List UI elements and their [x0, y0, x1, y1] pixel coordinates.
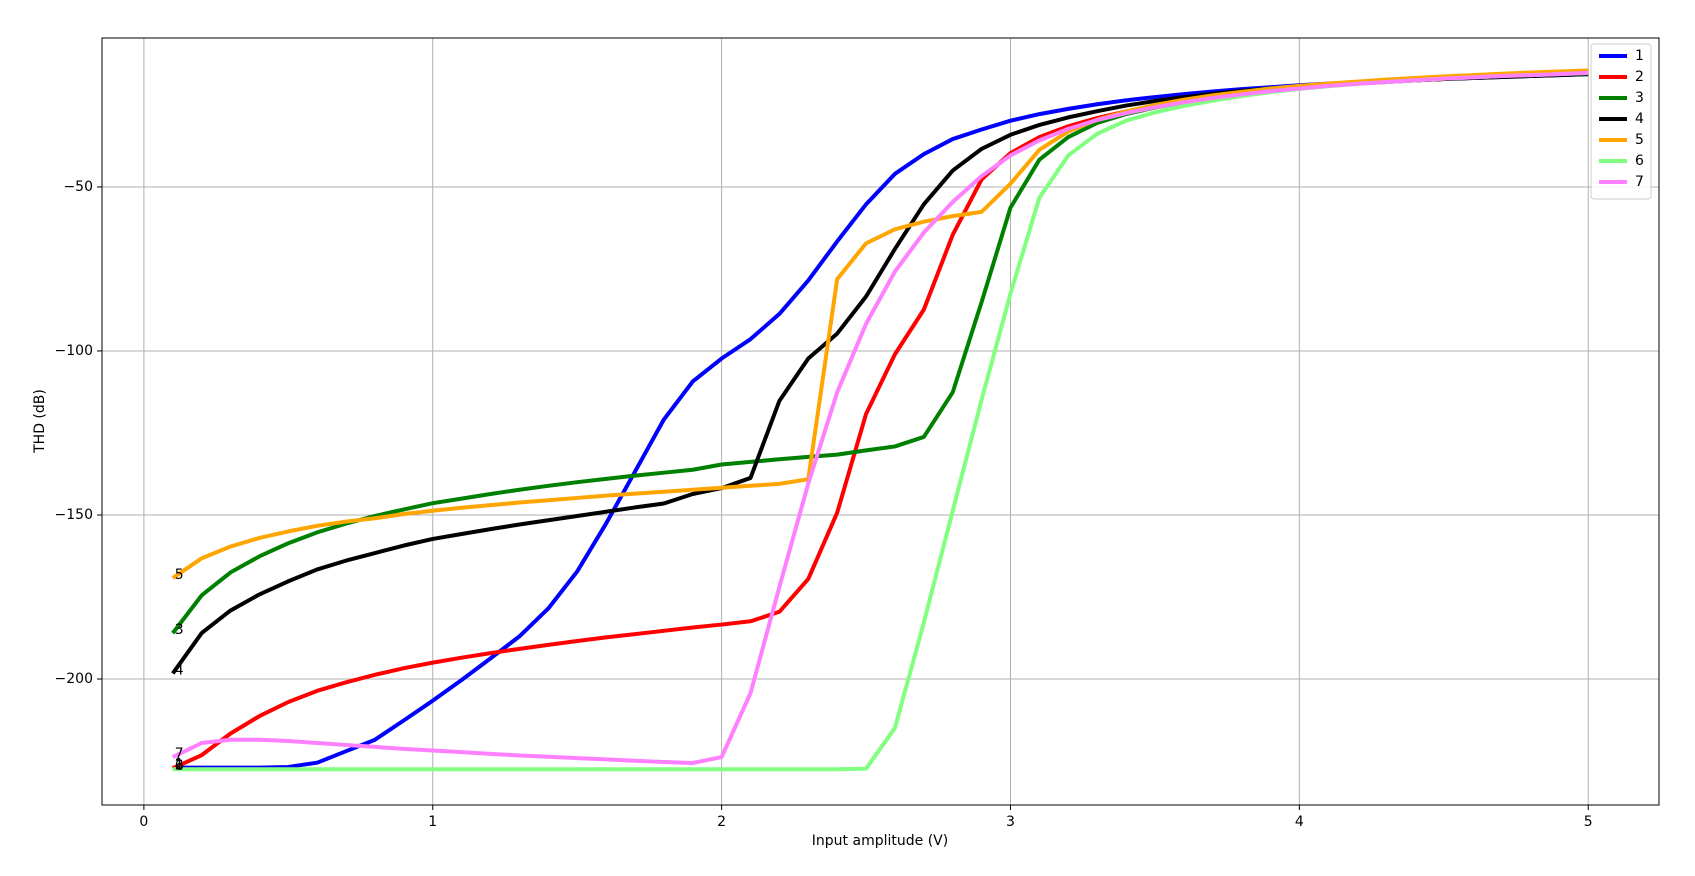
x-tick-label: 5: [1584, 814, 1593, 830]
annotation: 6: [175, 758, 184, 774]
legend-label: 7: [1635, 174, 1644, 190]
series-line: [172, 71, 1589, 772]
legend-label: 4: [1635, 111, 1644, 127]
series-line: [171, 68, 1589, 580]
y-tick-label: −50: [63, 179, 93, 195]
y-tick-label: −150: [55, 507, 93, 523]
legend-label: 1: [1635, 48, 1644, 64]
x-tick-label: 0: [139, 814, 148, 830]
series-line: [171, 72, 1589, 675]
annotation: 2: [175, 757, 184, 773]
legend-label: 6: [1635, 153, 1644, 169]
x-tick-label: 1: [428, 814, 437, 830]
annotation: 3: [175, 622, 184, 638]
y-tick-label: −100: [55, 343, 93, 359]
x-tick-label: 4: [1295, 814, 1304, 830]
series-line: [171, 71, 1589, 771]
y-axis-label: THD (dB): [32, 389, 48, 454]
annotation: 7: [175, 746, 184, 762]
legend-label: 5: [1635, 132, 1644, 148]
annotation: 5: [175, 567, 184, 583]
x-tick-label: 3: [1006, 814, 1015, 830]
x-axis-label: Input amplitude (V): [812, 833, 948, 849]
annotation: 4: [175, 662, 184, 678]
plot-frame: [101, 37, 1660, 806]
series-line: [172, 72, 1589, 770]
annotation: 1: [175, 757, 184, 773]
x-tick-label: 2: [717, 814, 726, 830]
legend-label: 3: [1635, 90, 1644, 106]
plot-lines: [171, 68, 1589, 772]
legend-label: 2: [1635, 69, 1644, 85]
y-tick-label: −200: [55, 671, 93, 687]
series-line: [171, 70, 1589, 766]
